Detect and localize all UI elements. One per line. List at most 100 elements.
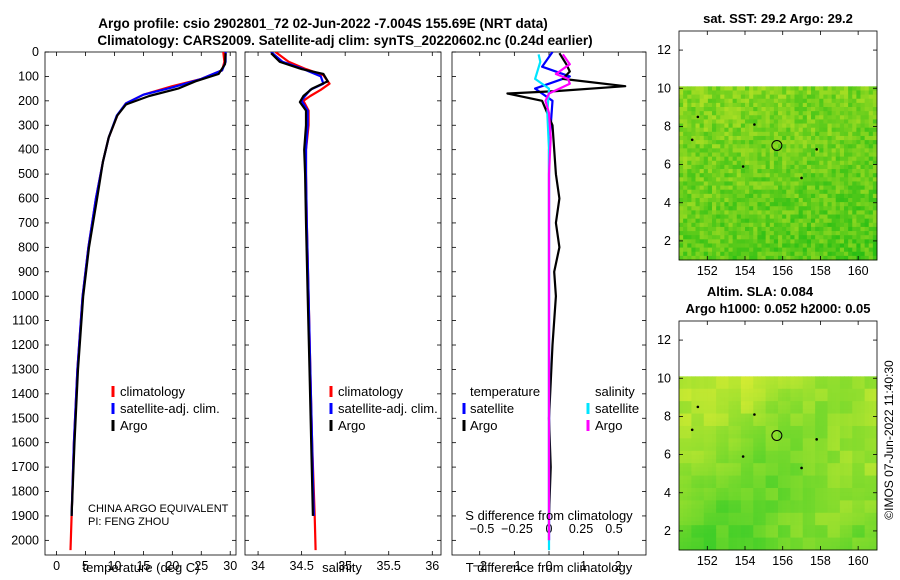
map-cell <box>852 512 857 518</box>
map-cell <box>745 529 750 534</box>
map-cell <box>844 123 849 129</box>
map-cell <box>716 94 721 100</box>
map-cell <box>691 430 696 435</box>
map-cell <box>691 405 696 410</box>
map-cell <box>798 193 804 199</box>
map-cell <box>802 409 808 414</box>
map-cell <box>856 409 861 414</box>
map-cell <box>831 173 837 178</box>
map-cell <box>827 380 833 386</box>
map-cell <box>761 94 767 100</box>
map-cell <box>757 380 762 386</box>
map-cell <box>765 247 771 253</box>
map-cell <box>802 463 808 468</box>
map-cell <box>819 525 824 530</box>
map-cell <box>794 102 800 108</box>
map-cell <box>819 148 824 153</box>
map-cell <box>745 111 750 116</box>
map-cell <box>724 483 729 489</box>
map-cell <box>724 541 729 547</box>
map-cell <box>712 214 717 220</box>
map-cell <box>790 500 795 505</box>
map-cell <box>679 446 684 452</box>
map-cell <box>769 454 775 460</box>
map-cell <box>868 405 874 410</box>
map-cell <box>707 94 713 100</box>
map-cell <box>773 202 779 207</box>
map-cell <box>811 218 816 224</box>
map-cell <box>761 156 767 162</box>
map-cell <box>798 226 804 232</box>
map-cell <box>856 144 861 149</box>
map-cell <box>716 251 721 257</box>
map-cell <box>860 160 866 166</box>
map-cell <box>848 152 853 158</box>
map-cell <box>769 529 775 534</box>
map-cell <box>728 525 734 530</box>
map-cell <box>736 380 742 386</box>
depth-tick-label: 600 <box>18 192 39 206</box>
map-cell <box>749 430 754 435</box>
map-cell <box>864 504 870 510</box>
map-cell <box>716 131 721 137</box>
map-cell <box>773 529 779 534</box>
map-cell <box>782 376 787 381</box>
map-cell <box>794 508 800 514</box>
map-cell <box>778 496 783 501</box>
map-cell <box>707 251 713 257</box>
map-cell <box>794 156 800 162</box>
map-cell <box>687 487 692 493</box>
map-cell <box>761 504 767 510</box>
map-cell <box>724 392 729 398</box>
map-cell <box>802 86 808 91</box>
map-cell <box>716 454 721 460</box>
map-cell <box>852 421 857 427</box>
map-cell <box>757 504 762 510</box>
map-cell <box>724 471 729 476</box>
map-cell <box>707 90 713 96</box>
map-cell <box>827 127 833 133</box>
map-cell <box>786 421 791 427</box>
map-cell <box>769 152 775 158</box>
map-x-tick-label: 154 <box>735 264 756 278</box>
map-cell <box>872 545 878 551</box>
map-cell <box>815 206 820 211</box>
map-cell <box>848 487 853 493</box>
map-cell <box>844 181 849 186</box>
map-cell <box>732 152 738 158</box>
map-cell <box>827 376 833 381</box>
map-cell <box>753 222 758 228</box>
map-cell <box>732 504 738 510</box>
map-cell <box>839 442 845 448</box>
map-cell <box>872 417 878 423</box>
map-cell <box>716 115 721 120</box>
map-cell <box>703 218 709 224</box>
map-cell <box>712 107 717 112</box>
map-cell <box>749 384 754 390</box>
map-cell <box>691 496 696 501</box>
map-cell <box>864 475 870 481</box>
map-cell <box>683 152 688 158</box>
map-cell <box>720 376 725 381</box>
map-cell <box>835 235 841 240</box>
map-cell <box>769 467 775 472</box>
map-cell <box>724 111 729 116</box>
map-cell <box>819 181 824 186</box>
map-cell <box>761 226 767 232</box>
map-cell <box>761 376 767 381</box>
map-cell <box>782 156 787 162</box>
map-cell <box>724 442 729 448</box>
map-cell <box>765 148 771 153</box>
map-cell <box>720 152 725 158</box>
map-cell <box>802 247 808 253</box>
map-cell <box>864 189 870 195</box>
map-cell <box>811 504 816 510</box>
map-cell <box>712 111 717 116</box>
map-cell <box>736 392 742 398</box>
map-cell <box>765 413 771 419</box>
map-cell <box>856 508 861 514</box>
map-cell <box>761 384 767 390</box>
map-cell <box>839 492 845 497</box>
map-cell <box>852 537 857 543</box>
map-cell <box>815 537 820 543</box>
